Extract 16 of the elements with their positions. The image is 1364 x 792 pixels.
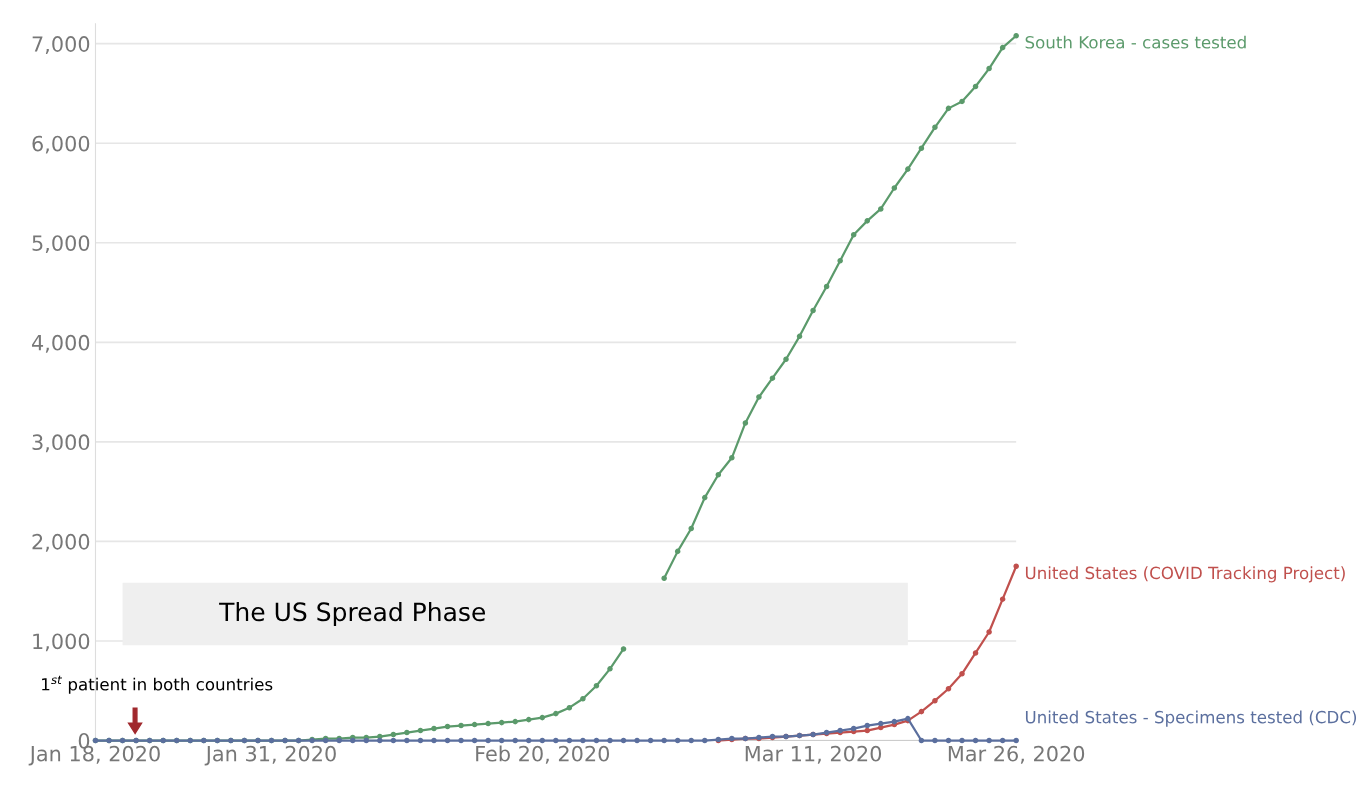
band-label: The US Spread Phase <box>219 601 485 627</box>
y-tick-label: 4,000 <box>32 334 90 353</box>
series-label: United States - Specimens tested (CDC) <box>1025 710 1357 727</box>
y-tick-label: 2,000 <box>32 533 90 552</box>
series-label: United States (COVID Tracking Project) <box>1025 566 1345 583</box>
y-tick-label: 7,000 <box>32 36 90 55</box>
annotation: 1$^{st}$ patient in both countries <box>42 675 273 694</box>
y-tick-label: 5,000 <box>32 235 90 254</box>
x-tick-label: Jan 31, 2020 <box>204 745 336 766</box>
y-tick-label: 1,000 <box>33 633 90 652</box>
y-tick-label: 6,000 <box>32 135 90 154</box>
x-tick-label: Mar 26, 2020 <box>948 745 1085 764</box>
x-tick-label: Mar 11, 2020 <box>745 745 882 764</box>
series-label: South Korea - cases tested <box>1025 35 1246 49</box>
y-tick-label: 3,000 <box>32 434 90 453</box>
x-tick-label: Feb 20, 2020 <box>476 745 610 764</box>
